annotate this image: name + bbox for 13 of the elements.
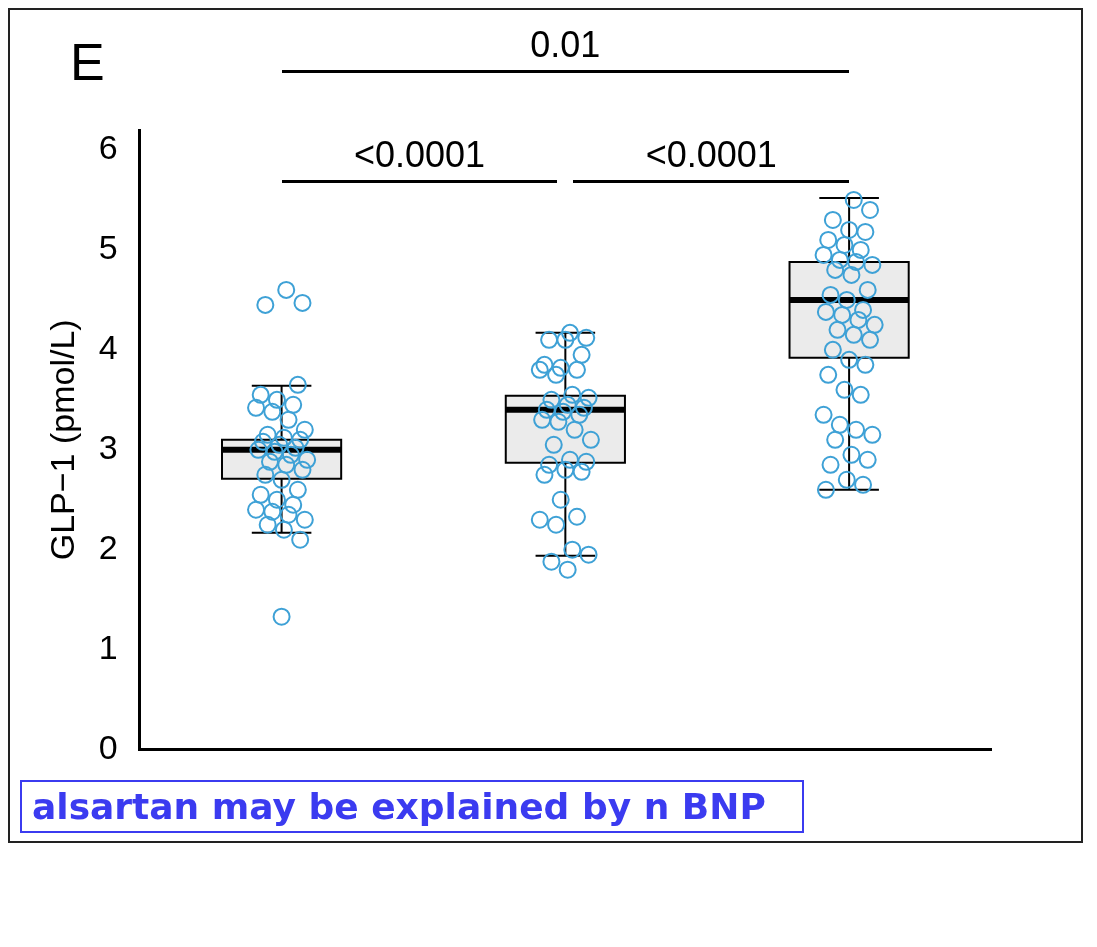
y-tick-label: 1 <box>98 628 118 667</box>
y-tick-label: 2 <box>98 528 118 567</box>
significance-bracket: <0.0001 <box>281 134 558 183</box>
y-axis-title: GLP−1 (pmol/L) <box>42 319 81 561</box>
significance-bracket: <0.0001 <box>573 134 850 183</box>
text: alsartan may be explained by n BNP <box>20 780 804 833</box>
y-tick-label: 0 <box>98 727 118 766</box>
y-tick-label: 5 <box>98 228 118 267</box>
y-tick-label: 3 <box>98 428 118 467</box>
y-tick-label: 6 <box>98 128 118 167</box>
y-tick-label: 4 <box>98 328 118 367</box>
chart-title: E <box>70 33 105 92</box>
significance-bracket: 0.01 <box>281 24 850 73</box>
